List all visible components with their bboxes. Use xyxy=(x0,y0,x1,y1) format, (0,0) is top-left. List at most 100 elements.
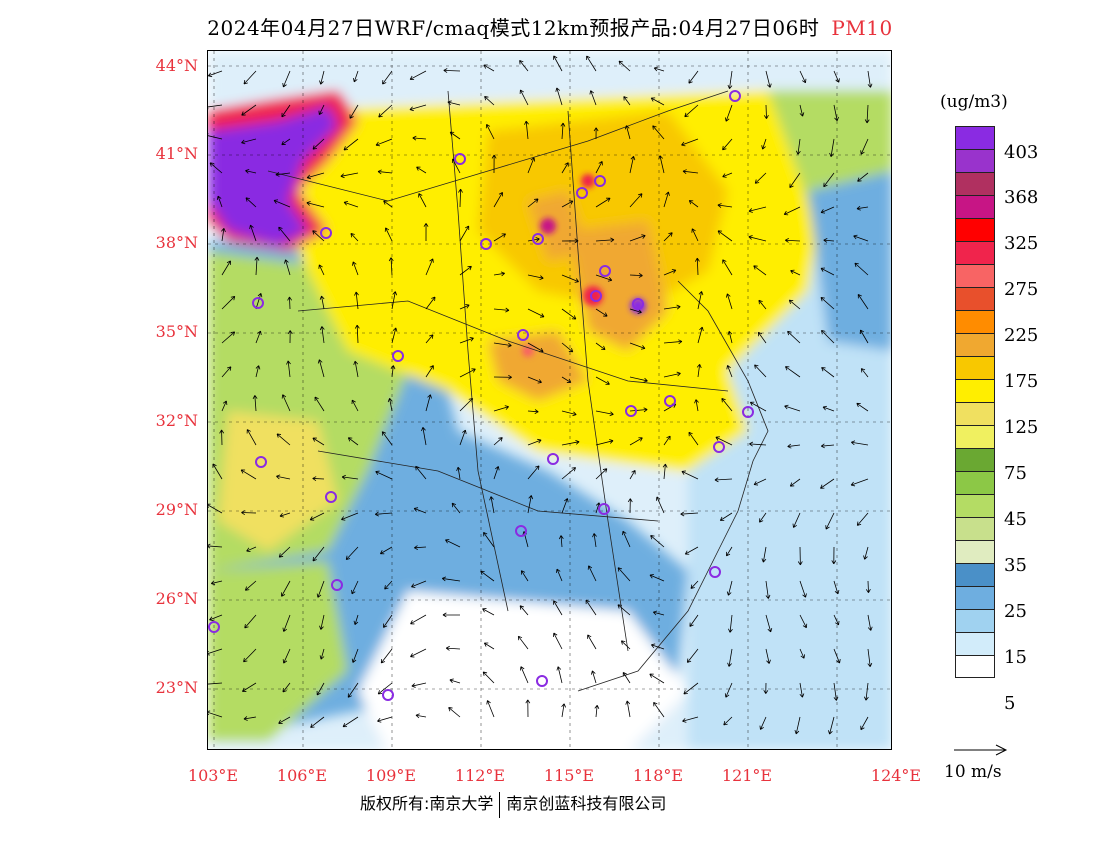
city-station-marker xyxy=(320,227,332,239)
lon-label: 112°E xyxy=(454,766,506,785)
wind-arrow xyxy=(525,699,531,718)
wind-arrow xyxy=(459,225,470,242)
wind-arrow xyxy=(379,546,393,555)
wind-arrow xyxy=(441,576,461,582)
wind-arrow xyxy=(629,469,636,480)
legend-swatch xyxy=(955,563,995,586)
wind-arrow xyxy=(319,614,325,630)
city-station-marker xyxy=(255,456,267,468)
wind-arrow xyxy=(856,512,869,526)
wind-arrow xyxy=(456,466,461,480)
wind-arrow xyxy=(856,402,869,412)
wind-arrow xyxy=(278,546,291,558)
wind-arrow xyxy=(381,431,393,446)
wind-arrow xyxy=(409,104,427,112)
legend-swatch xyxy=(955,172,995,195)
legend-tick: 15 xyxy=(1004,647,1027,668)
legend-tick: 175 xyxy=(1004,371,1039,392)
wind-arrow xyxy=(347,682,359,698)
wind-arrow xyxy=(345,546,359,561)
wind-arrow xyxy=(681,138,699,147)
wind-arrow xyxy=(561,308,577,320)
wind-arrow xyxy=(765,614,773,633)
wind-arrow xyxy=(595,439,614,446)
wind-arrow xyxy=(629,437,643,446)
wind-arrow xyxy=(411,682,427,688)
wind-arrow xyxy=(352,261,359,276)
wind-arrow xyxy=(280,580,291,597)
wind-arrow xyxy=(682,716,699,723)
wind-arrow xyxy=(342,716,359,728)
wind-arrow xyxy=(244,580,257,591)
wind-arrow xyxy=(319,295,325,310)
wind-arrow xyxy=(416,166,427,174)
wind-arrow xyxy=(482,608,495,616)
legend-tick: 225 xyxy=(1004,325,1039,346)
wind-arrow xyxy=(799,648,805,659)
wind-arrow xyxy=(587,565,597,582)
wind-arrow xyxy=(482,671,495,684)
wind-arrow xyxy=(649,574,665,582)
wind-arrow xyxy=(493,307,510,313)
wind-arrow xyxy=(212,463,223,480)
wind-arrow xyxy=(493,271,505,277)
wind-arrow xyxy=(349,104,359,119)
wind-arrow xyxy=(787,330,801,344)
wind-arrow xyxy=(209,614,223,621)
wind-arrow xyxy=(652,125,665,140)
wind-arrow xyxy=(343,201,359,208)
wind-arrow xyxy=(480,570,495,582)
copyright-company: 南京创蓝科技有限公司 xyxy=(506,794,667,813)
wind-arrow xyxy=(353,360,359,378)
wind-arrow xyxy=(318,104,325,116)
wind-arrow xyxy=(592,533,597,548)
wind-arrow xyxy=(650,97,665,106)
title-text: 2024年04月27日WRF/cmaq模式12km预报产品:04月27日06时 xyxy=(207,16,820,40)
wind-arrow xyxy=(449,678,461,684)
wind-arrow xyxy=(312,230,325,242)
wind-arrow xyxy=(208,648,223,656)
wind-arrow xyxy=(387,398,393,412)
wind-arrow xyxy=(618,60,631,72)
wind-arrow xyxy=(527,438,542,446)
wind-arrow xyxy=(282,70,291,88)
wind-arrow xyxy=(309,512,325,521)
wind-arrow xyxy=(595,342,606,351)
wind-arrow xyxy=(590,670,597,684)
wind-arrow xyxy=(789,172,801,188)
wind-arrow xyxy=(449,131,461,140)
wind-arrow xyxy=(278,226,291,242)
wind-arrow xyxy=(820,206,835,214)
wind-arrow xyxy=(627,498,633,514)
wind-arrow xyxy=(208,104,223,110)
lon-label: 121°E xyxy=(721,766,773,785)
city-station-marker xyxy=(598,503,610,515)
city-station-marker xyxy=(729,90,741,102)
city-station-marker xyxy=(536,675,548,687)
wind-arrow xyxy=(425,365,434,378)
wind-arrow xyxy=(527,495,534,514)
wind-arrow xyxy=(493,437,503,446)
wind-arrow xyxy=(833,580,840,595)
wind-arrow xyxy=(595,410,614,417)
wind-arrow xyxy=(629,407,648,413)
lat-label: 41°N xyxy=(155,144,198,163)
wind-arrow xyxy=(425,334,434,344)
city-station-marker xyxy=(325,491,337,503)
legend-tick: 45 xyxy=(1004,509,1027,530)
wind-arrow xyxy=(722,138,733,151)
wind-arrow xyxy=(595,197,611,208)
wind-arrow xyxy=(714,477,733,483)
wind-arrow xyxy=(617,604,631,616)
wind-arrow xyxy=(241,510,257,516)
wind-arrow xyxy=(483,532,495,548)
legend-swatch xyxy=(955,241,995,264)
wind-arrow xyxy=(620,640,631,650)
wind-arrow xyxy=(255,293,263,310)
lon-label: 115°E xyxy=(543,766,595,785)
wind-arrow xyxy=(653,66,665,72)
wind-arrow xyxy=(831,546,837,565)
wind-arrow xyxy=(377,682,393,695)
legend-swatch xyxy=(955,425,995,448)
wind-arrow xyxy=(245,197,257,208)
